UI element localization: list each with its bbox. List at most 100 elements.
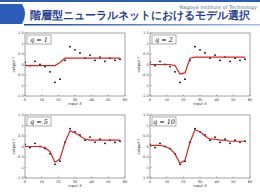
- y-tick: [25, 33, 27, 34]
- chart-title: q = 10: [153, 118, 175, 126]
- data-point: [64, 59, 66, 61]
- x-tick: [216, 95, 217, 97]
- x-axis-label: input X: [193, 183, 207, 188]
- y-tick-label: 1.5: [143, 113, 149, 117]
- y-tick-label: -1: [145, 84, 149, 88]
- x-tick: [150, 177, 151, 179]
- x-tick-label: 40: [214, 180, 219, 184]
- x-tick: [250, 95, 251, 97]
- y-tick-label: 1.5: [18, 113, 24, 117]
- y-tick-label: 1: [22, 42, 24, 46]
- x-tick-label: 50: [231, 180, 236, 184]
- data-point: [229, 142, 231, 144]
- y-tick: [150, 136, 152, 137]
- x-tick: [25, 95, 26, 97]
- data-point: [204, 52, 206, 54]
- data-point: [79, 52, 81, 54]
- x-tick-label: 10: [164, 180, 169, 184]
- x-tick: [58, 177, 59, 179]
- x-tick: [166, 177, 167, 179]
- x-tick-label: 20: [56, 180, 61, 184]
- data-point: [59, 160, 61, 162]
- y-tick: [150, 43, 152, 44]
- y-tick-label: 0.5: [18, 52, 24, 56]
- x-tick: [91, 95, 92, 97]
- y-tick-label: -0.5: [142, 155, 149, 159]
- marks: [25, 46, 121, 84]
- plot-frame: [25, 33, 125, 96]
- data-point: [104, 142, 106, 144]
- data-point: [114, 59, 116, 61]
- x-tick: [25, 177, 26, 179]
- x-tick-label: 0: [24, 98, 27, 102]
- data-point: [69, 46, 71, 48]
- data-point: [74, 49, 76, 51]
- data-point: [49, 71, 51, 73]
- y-tick-label: 1.5: [18, 31, 24, 35]
- y-tick: [150, 178, 152, 179]
- y-tick-label: 1: [147, 42, 149, 46]
- y-tick-label: -0.5: [142, 73, 149, 77]
- x-tick-label: 40: [214, 98, 219, 102]
- x-tick: [75, 177, 76, 179]
- y-tick: [25, 96, 27, 97]
- x-tick-label: 10: [164, 98, 169, 102]
- y-tick-label: 0: [22, 63, 25, 67]
- x-tick-label: 60: [248, 180, 253, 184]
- y-tick-label: 0.5: [143, 134, 149, 138]
- marks: [150, 46, 246, 84]
- data-point: [59, 78, 61, 80]
- y-tick: [25, 75, 27, 76]
- x-tick: [41, 177, 42, 179]
- y-axis-label: output Y: [136, 138, 141, 155]
- data-point: [94, 59, 96, 61]
- chart-title: q = 1: [30, 36, 48, 44]
- marks: [150, 128, 246, 166]
- data-point: [25, 144, 26, 146]
- fit-line: [25, 58, 120, 65]
- chart-panel: 0102030405060-1.5-1-0.500.511.5input Xou…: [11, 31, 128, 106]
- data-point: [54, 81, 56, 83]
- data-point: [69, 128, 71, 130]
- q-label-box: [27, 117, 51, 126]
- x-tick: [200, 95, 201, 97]
- y-tick: [150, 146, 152, 147]
- x-tick: [58, 95, 59, 97]
- x-tick: [216, 177, 217, 179]
- data-point: [150, 62, 151, 64]
- y-tick: [150, 54, 152, 55]
- x-tick: [233, 177, 234, 179]
- x-axis-label: input X: [68, 101, 82, 106]
- top-band: [0, 0, 260, 2]
- x-tick: [91, 177, 92, 179]
- y-tick: [150, 33, 152, 34]
- y-tick: [25, 178, 27, 179]
- x-tick-label: 60: [123, 180, 128, 184]
- data-point: [219, 59, 221, 61]
- data-point: [239, 59, 241, 61]
- x-tick-label: 60: [123, 98, 128, 102]
- x-tick: [250, 177, 251, 179]
- x-tick-label: 20: [181, 180, 186, 184]
- x-tick-label: 60: [248, 98, 253, 102]
- x-tick-label: 10: [39, 98, 44, 102]
- x-tick: [125, 177, 126, 179]
- x-tick-label: 20: [56, 98, 61, 102]
- x-tick-label: 50: [106, 98, 111, 102]
- fit-line: [150, 130, 245, 164]
- data-point: [94, 141, 96, 143]
- y-tick-label: -1.5: [17, 94, 24, 98]
- y-tick: [25, 85, 27, 86]
- y-tick-label: -1.5: [17, 176, 24, 180]
- x-tick: [233, 95, 234, 97]
- y-tick: [25, 167, 27, 168]
- data-point: [34, 60, 36, 62]
- y-tick: [25, 54, 27, 55]
- x-axis-label: input X: [193, 101, 207, 106]
- x-tick: [183, 95, 184, 97]
- data-point: [54, 163, 56, 165]
- chart-panel: 0102030405060-1.5-1-0.500.511.5input Xou…: [11, 113, 128, 188]
- y-tick: [25, 136, 27, 137]
- x-tick-label: 50: [106, 180, 111, 184]
- plot-frame: [25, 115, 125, 178]
